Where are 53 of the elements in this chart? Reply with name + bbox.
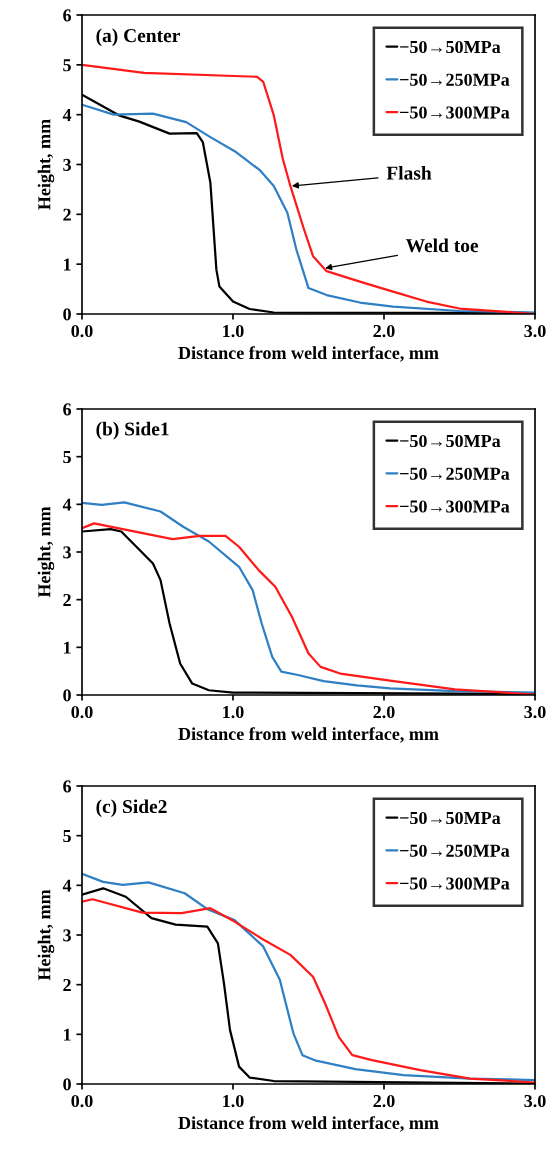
annotation: Flash <box>386 166 432 180</box>
y-tick-label: 1 <box>64 641 71 654</box>
y-tick-label: 4 <box>62 498 72 511</box>
x-tick-label: 3.0 <box>524 1094 546 1108</box>
y-tick-label: 1 <box>64 1028 71 1041</box>
legend-label: −50→300MPa <box>400 877 510 890</box>
x-axis-title: Distance from weld interface, mm <box>178 727 439 743</box>
text: (b) Side1 <box>96 421 169 440</box>
x-tick-label: 0.0 <box>71 705 93 719</box>
x-tick-label: 3.0 <box>524 324 546 338</box>
x-axis-title: Distance from weld interface, mm <box>178 1116 439 1132</box>
y-tick-label: 6 <box>63 403 72 416</box>
x-tick-label: 2.0 <box>373 1094 395 1108</box>
x-tick-label: 0.0 <box>71 1094 93 1108</box>
x-axis-title: Distance from weld interface, mm <box>178 346 439 362</box>
legend-label: −50→250MPa <box>400 844 510 857</box>
x-tick-label: 0.0 <box>71 324 93 338</box>
legend-label: −50→250MPa <box>400 467 510 480</box>
y-tick-label: 5 <box>63 451 71 464</box>
x-tick-label: 1.0 <box>223 1094 244 1108</box>
annotation: Weld toe <box>405 238 479 253</box>
x-tick-label: 1.0 <box>223 324 244 338</box>
x-tick-label: 1.0 <box>223 705 244 719</box>
y-tick-label: 3 <box>63 929 71 942</box>
y-tick-label: 3 <box>63 158 71 171</box>
y-axis-title: Height, mm <box>37 506 55 598</box>
y-tick-label: 3 <box>63 546 71 559</box>
text: (a) Center <box>96 28 180 47</box>
y-tick-label: 0 <box>63 308 71 321</box>
legend-label: −50→50MPa <box>400 40 501 54</box>
legend-label: −50→50MPa <box>400 434 501 448</box>
y-tick-label: 2 <box>63 978 71 991</box>
y-axis-title: Height, mm <box>37 889 55 981</box>
y-tick-label: 5 <box>63 59 71 72</box>
y-tick-label: 4 <box>62 879 72 892</box>
y-tick-label: 2 <box>63 593 71 606</box>
y-axis-title: Height, mm <box>37 119 55 210</box>
text: (c) Side2 <box>96 799 167 818</box>
legend-label: −50→50MPa <box>400 811 501 825</box>
legend-label: −50→250MPa <box>400 73 510 86</box>
y-tick-label: 1 <box>64 258 71 271</box>
x-tick-label: 2.0 <box>373 705 395 719</box>
x-tick-label: 3.0 <box>524 705 546 719</box>
y-tick-label: 2 <box>63 208 71 221</box>
y-tick-label: 6 <box>63 780 72 793</box>
y-tick-label: 6 <box>63 9 72 22</box>
legend-label: −50→300MPa <box>400 500 510 513</box>
y-tick-label: 0 <box>63 689 71 702</box>
x-tick-label: 2.0 <box>373 324 395 338</box>
y-tick-label: 5 <box>63 830 71 843</box>
y-tick-label: 0 <box>63 1078 71 1091</box>
y-tick-label: 4 <box>62 109 72 121</box>
legend-label: −50→300MPa <box>400 106 510 119</box>
